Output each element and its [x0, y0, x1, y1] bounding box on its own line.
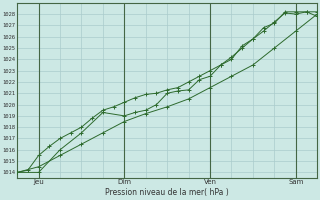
- X-axis label: Pression niveau de la mer( hPa ): Pression niveau de la mer( hPa ): [105, 188, 229, 197]
